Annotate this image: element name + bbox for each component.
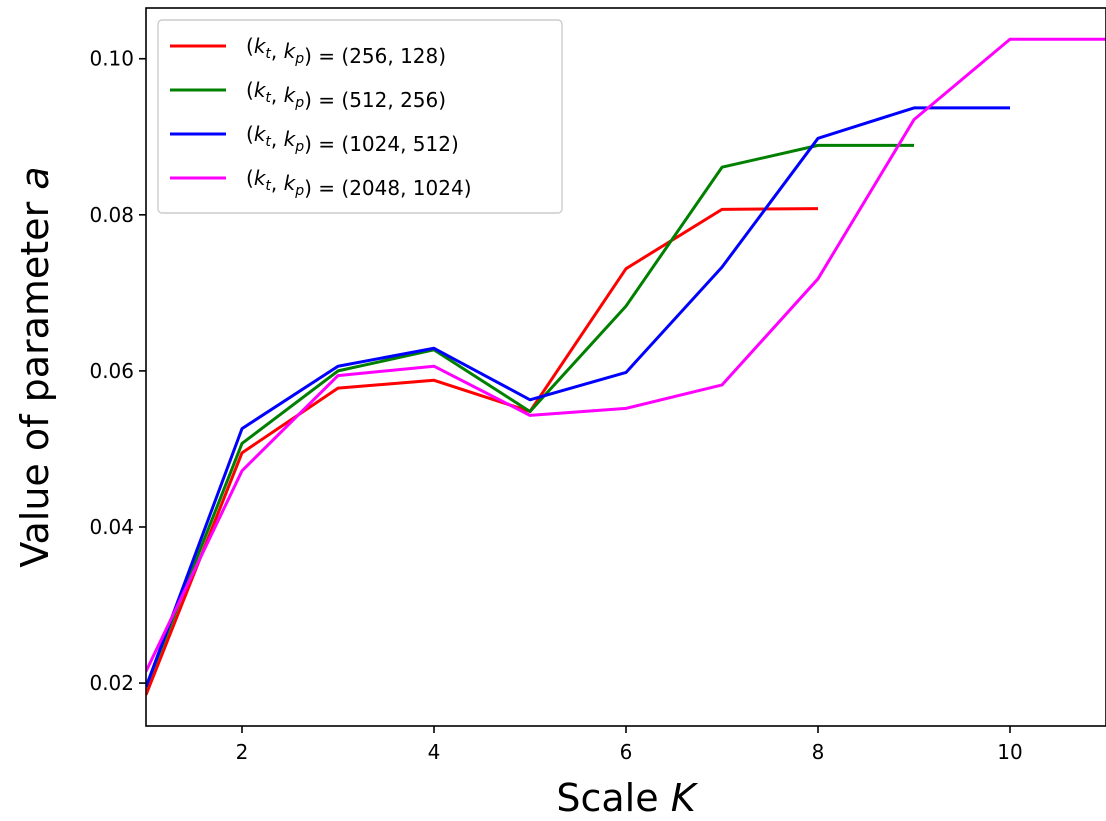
y-tick-label: 0.02 bbox=[89, 671, 134, 695]
legend-entry-3: (kt, kp) = (1024, 512) bbox=[246, 122, 459, 156]
legend-box bbox=[157, 19, 563, 214]
svg-text:(kt, kp) = (256, 128): (kt, kp) = (256, 128) bbox=[246, 34, 446, 68]
legend-entry-4: (kt, kp) = (2048, 1024) bbox=[246, 166, 472, 200]
x-tick-label: 8 bbox=[812, 740, 825, 764]
series-lines bbox=[146, 37, 1106, 696]
legend: (kt, kp) = (256, 128) (kt, kp) = (512, 25… bbox=[157, 19, 563, 214]
x-tick-label: 6 bbox=[620, 740, 633, 764]
x-axis-label: Scale K bbox=[556, 776, 698, 820]
y-tick-label: 0.04 bbox=[89, 515, 134, 539]
svg-text:(kt, kp) = (512, 256): (kt, kp) = (512, 256) bbox=[246, 78, 446, 112]
y-tick-label: 0.10 bbox=[89, 47, 134, 71]
series-line-4 bbox=[146, 37, 1106, 673]
x-tick-label: 4 bbox=[428, 740, 441, 764]
y-axis-label: Value of parameter a bbox=[13, 166, 57, 567]
y-tick-label: 0.06 bbox=[89, 359, 134, 383]
legend-entry-2: (kt, kp) = (512, 256) bbox=[246, 78, 446, 112]
series-line-1 bbox=[146, 207, 819, 696]
legend-entry-1: (kt, kp) = (256, 128) bbox=[246, 34, 446, 68]
y-tick-label: 0.08 bbox=[89, 203, 134, 227]
x-tick-label: 10 bbox=[997, 740, 1022, 764]
x-tick-label: 2 bbox=[236, 740, 249, 764]
series-line-3 bbox=[146, 106, 1010, 688]
svg-text:(kt, kp) = (1024, 512): (kt, kp) = (1024, 512) bbox=[246, 122, 459, 156]
svg-text:(kt, kp) = (2048, 1024): (kt, kp) = (2048, 1024) bbox=[246, 166, 472, 200]
series-line-2 bbox=[146, 143, 914, 688]
